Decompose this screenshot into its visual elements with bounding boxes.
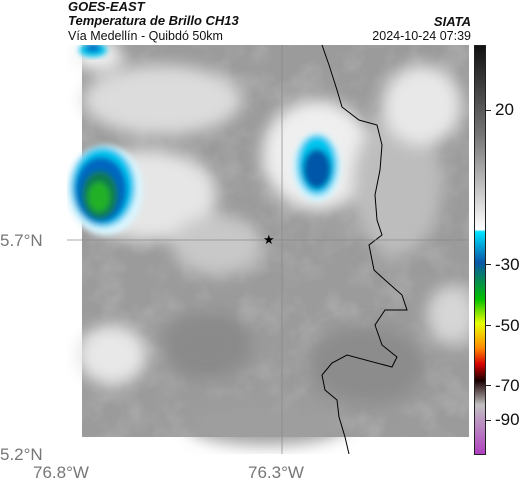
- colorbar-label-minus50: -50: [495, 316, 520, 335]
- cold-cloud-top-west: [67, 145, 143, 235]
- colorbar-tick: [486, 110, 491, 111]
- lon-label-76.8: 76.8°W: [33, 463, 89, 482]
- map-canvas: ★: [67, 45, 469, 454]
- header: GOES-EAST Temperatura de Brillo CH13 Vía…: [68, 0, 471, 44]
- satellite-map[interactable]: ★: [67, 45, 469, 454]
- colorbar: [474, 45, 486, 455]
- cold-cloud-top-north: [79, 45, 107, 57]
- colorbar-tick: [486, 264, 491, 265]
- lat-label-5.2: 5.2°N: [0, 445, 43, 464]
- lat-label-5.7: 5.7°N: [0, 231, 43, 250]
- satellite-name: GOES-EAST: [68, 0, 145, 14]
- location-star-icon: ★: [263, 233, 275, 248]
- colorbar-tick: [486, 385, 491, 386]
- colorbar-label-minus70: -70: [495, 376, 520, 395]
- product-title: Temperatura de Brillo CH13: [68, 13, 239, 28]
- colorbar-label-20: 20: [495, 100, 514, 119]
- lon-label-76.3: 76.3°W: [248, 463, 304, 482]
- cold-cloud-top-east: [293, 133, 341, 201]
- colorbar-label-minus90: -90: [495, 410, 520, 429]
- colorbar-label-minus30: -30: [495, 255, 520, 274]
- timestamp: 2024-10-24 07:39: [372, 29, 471, 43]
- colorbar-tick: [486, 325, 491, 326]
- brand-label: SIATA: [433, 14, 471, 29]
- colorbar-tick: [486, 420, 491, 421]
- region-subtitle: Vía Medellín - Quibdó 50km: [68, 29, 223, 43]
- border-line: [321, 45, 408, 454]
